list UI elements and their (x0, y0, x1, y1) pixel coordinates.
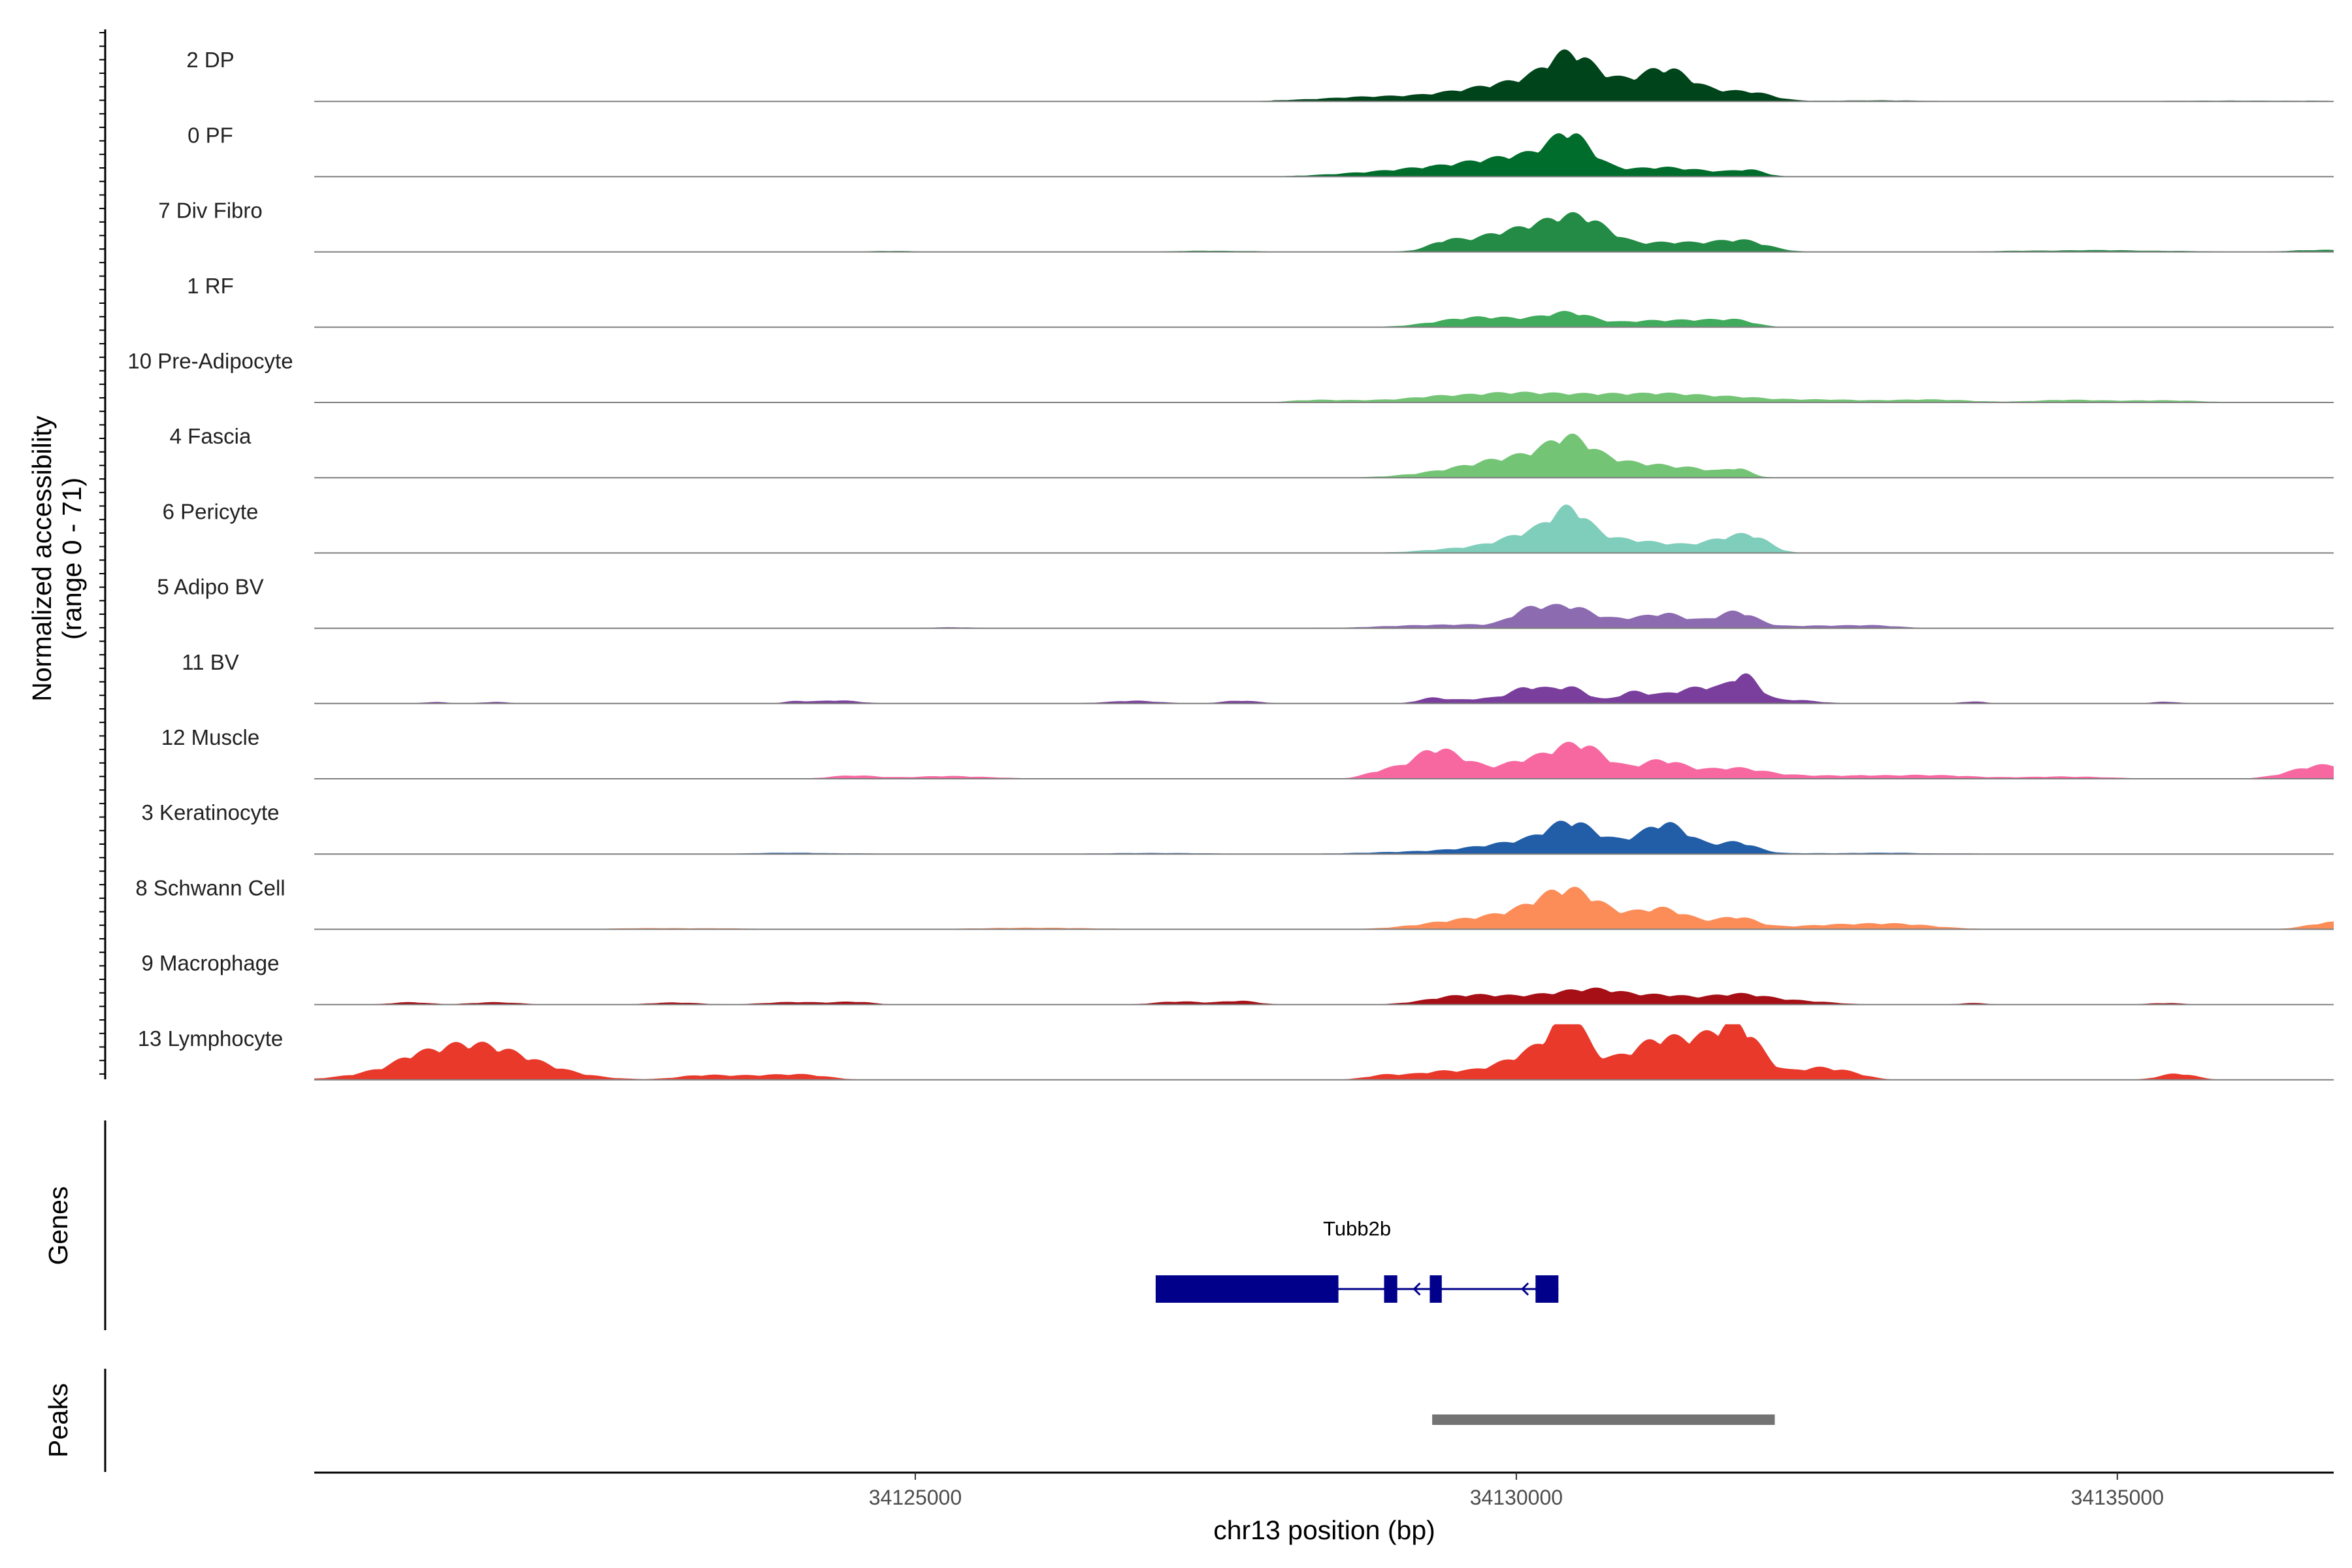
track-9: 12 Muscle (161, 725, 2334, 779)
track-label-0: 2 DP (186, 48, 234, 72)
y-axis-range: (range 0 - 71) (57, 478, 87, 640)
gene-exon-1 (1384, 1275, 1397, 1303)
track-area-11 (314, 887, 2334, 930)
track-area-0 (314, 49, 2334, 102)
x-axis-title: chr13 position (bp) (1213, 1515, 1435, 1545)
track-area-2 (314, 212, 2334, 252)
track-6: 6 Pericyte (163, 499, 2334, 554)
track-label-3: 1 RF (187, 274, 234, 298)
gene-exon-2 (1429, 1275, 1442, 1303)
x-axis-ticks: 34125000 34130000 34135000 (869, 1473, 2164, 1509)
track-area-1 (314, 133, 2334, 177)
track-label-9: 12 Muscle (161, 725, 259, 749)
track-5: 4 Fascia (170, 424, 2334, 479)
track-label-11: 8 Schwann Cell (135, 875, 285, 900)
track-4: 10 Pre-Adipocyte (127, 349, 2334, 403)
gene-exon-0 (1155, 1275, 1339, 1303)
gene-annotation: Tubb2b (1155, 1217, 1559, 1303)
track-label-12: 9 Macrophage (142, 951, 280, 975)
track-8: 11 BV (182, 650, 2334, 704)
gene-exon-3 (1535, 1275, 1559, 1303)
peaks-panel-title: Peaks (43, 1383, 73, 1458)
track-label-5: 4 Fascia (170, 424, 252, 448)
track-label-8: 11 BV (182, 650, 238, 674)
coverage-tracks: 2 DP 0 PF 7 Div Fibro 1 RF 10 Pre-Adipocyte 4… (127, 48, 2334, 1081)
track-area-10 (314, 821, 2334, 855)
gene-label: Tubb2b (1323, 1217, 1391, 1240)
track-area-8 (314, 673, 2334, 704)
track-7: 5 Adipo BV (157, 575, 2334, 629)
track-area-7 (314, 604, 2334, 629)
track-area-12 (314, 987, 2334, 1005)
track-11: 8 Schwann Cell (135, 875, 2334, 930)
track-area-5 (314, 433, 2334, 478)
track-label-10: 3 Keratinocyte (142, 800, 280, 825)
track-10: 3 Keratinocyte (142, 800, 2334, 855)
track-area-6 (314, 504, 2334, 553)
track-label-1: 0 PF (188, 123, 233, 147)
track-area-3 (314, 310, 2334, 327)
track-13: 13 Lymphocyte (138, 1024, 2334, 1081)
track-1: 0 PF (188, 123, 2334, 178)
track-label-13: 13 Lymphocyte (138, 1026, 284, 1051)
y-axis-ticks (99, 32, 105, 1075)
track-area-13 (314, 1024, 2334, 1080)
genes-panel-title: Genes (43, 1186, 73, 1266)
track-12: 9 Macrophage (142, 951, 2334, 1005)
track-label-2: 7 Div Fibro (158, 199, 263, 223)
track-area-9 (314, 742, 2334, 779)
x-tick-label-2: 34135000 (2071, 1486, 2164, 1509)
gene-strand-arrow-1 (1520, 1282, 1529, 1296)
track-label-4: 10 Pre-Adipocyte (127, 349, 293, 373)
y-axis-title: Normalized accessibility (27, 416, 57, 702)
x-tick-label-0: 34125000 (869, 1486, 962, 1509)
track-2: 7 Div Fibro (158, 199, 2334, 253)
peak-regions (1432, 1414, 1775, 1425)
track-label-7: 5 Adipo BV (157, 575, 263, 599)
track-0: 2 DP (186, 48, 2334, 103)
track-label-6: 6 Pericyte (163, 499, 259, 523)
x-tick-label-1: 34130000 (1470, 1486, 1563, 1509)
track-area-4 (314, 391, 2334, 402)
gene-strand-arrow-0 (1413, 1282, 1421, 1296)
peak-region-0 (1432, 1414, 1775, 1425)
track-3: 1 RF (187, 274, 2334, 328)
